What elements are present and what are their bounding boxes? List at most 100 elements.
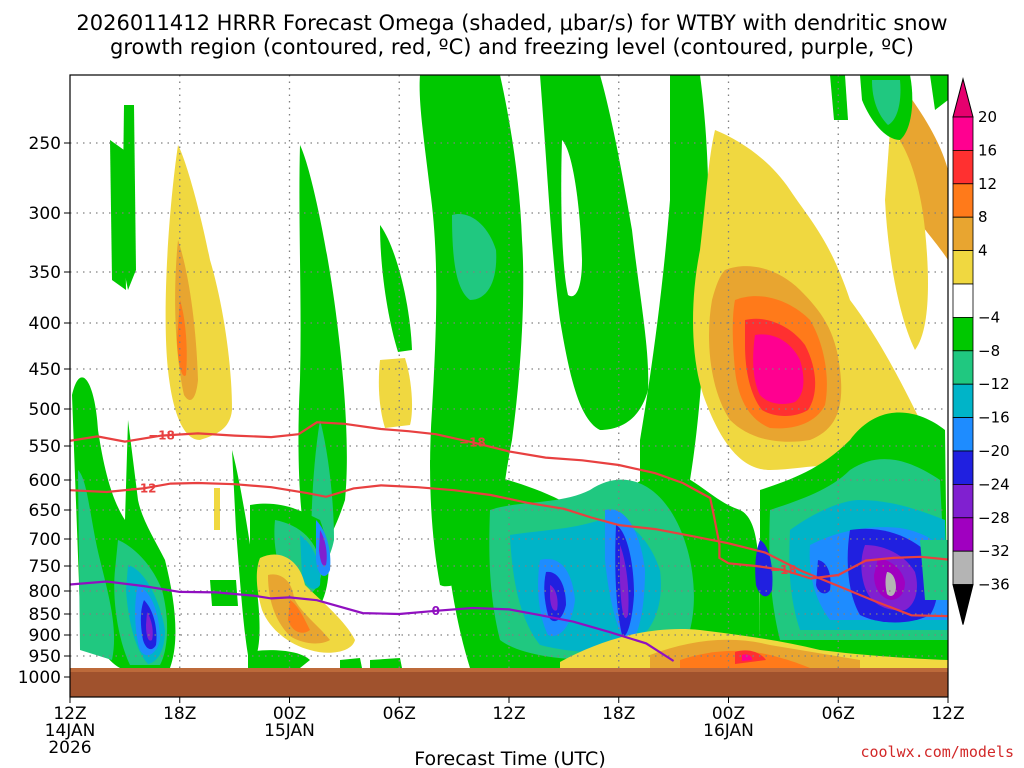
warm-blob-03z-yellow (378, 358, 413, 428)
y-tick-label: 850 (29, 605, 61, 625)
colorbar-label: −4 (978, 308, 1000, 326)
colorbar-swatch (952, 483, 974, 519)
teal-right-top (872, 80, 901, 125)
dgz-contour-minus12-label: −12 (130, 481, 157, 495)
colorbar-label: 4 (978, 242, 988, 260)
colorbar-swatch (952, 250, 974, 285)
x-tick-label: 12Z (931, 704, 964, 724)
y-tick-label: 650 (29, 501, 61, 521)
colorbar-swatch (952, 183, 974, 218)
green-tower-09z (419, 75, 524, 587)
x-tick-year: 2026 (48, 738, 91, 758)
freezing-level-contour (70, 580, 675, 662)
chart-title-line2: growth region (contoured, red, ºC) and f… (110, 35, 914, 59)
y-tick-label: 950 (29, 647, 61, 667)
dgz-contour-minus18 (70, 421, 948, 580)
omega-shading (72, 75, 948, 670)
colorbar: 20 16 12 8 4 −4 −8 −12 −16 −20 −24 −28 −32 −36 (952, 77, 1010, 625)
x-tick-date: 15JAN (264, 721, 315, 741)
y-tick-label: 350 (29, 263, 61, 283)
purple-core-left (146, 612, 153, 641)
colorbar-label: 20 (978, 108, 997, 126)
dgz-contour-minus18-label: −18 (770, 563, 797, 577)
warm-blob-00z-red (288, 600, 310, 633)
y-tick-label: 450 (29, 360, 61, 380)
colorbar-label: −32 (978, 542, 1010, 560)
contour-lines: −18 −18 −18 −12 0 (70, 421, 948, 662)
teal-band-left (78, 470, 115, 660)
green-spine-00z (232, 450, 260, 665)
colorbar-swatch (952, 283, 974, 318)
green-spike-250 (122, 105, 136, 290)
y-tick-label: 750 (29, 557, 61, 577)
dgz-contour-minus12 (70, 481, 948, 618)
x-tick-date: 14JAN (45, 721, 96, 741)
green-small-2 (248, 650, 310, 668)
colorbar-swatch (952, 417, 974, 452)
purple-core-03z (319, 530, 327, 566)
warm-blob-00z-orange (268, 574, 330, 644)
white-gap-14z (561, 140, 582, 297)
colorbar-label: 16 (978, 141, 997, 159)
colorbar-swatch (952, 149, 974, 185)
warm-column-18z-red (177, 300, 187, 376)
green-spike-250b (110, 140, 126, 290)
warm-center-00z-16jan (753, 334, 804, 404)
colorbar-swatch (952, 216, 974, 251)
colorbar-under-triangle (952, 584, 974, 625)
y-tick-label: 1000 (18, 668, 61, 688)
freezing-level-contour-label: 0 (432, 604, 440, 618)
green-small-3 (340, 658, 362, 668)
colorbar-label: 8 (978, 208, 988, 226)
colorbar-label: −20 (978, 442, 1010, 460)
green-far-right (830, 75, 848, 120)
y-tick-label: 250 (29, 134, 61, 154)
colorbar-swatch (952, 350, 974, 385)
dgz-contour-minus18-label: −18 (459, 435, 486, 449)
colorbar-label: 12 (978, 175, 997, 193)
colorbar-label: −36 (978, 576, 1010, 594)
colorbar-over-triangle (952, 77, 974, 118)
colorbar-swatch (952, 116, 974, 151)
terrain-ground (70, 671, 948, 697)
chart-title-line1: 2026011412 HRRR Forecast Omega (shaded, … (76, 11, 947, 35)
warm-spot-01z (214, 488, 220, 530)
colorbar-swatch (952, 517, 974, 552)
colorbar-label: −28 (978, 509, 1010, 527)
y-tick-label: 600 (29, 471, 61, 491)
x-axis-title: Forecast Time (UTC) (414, 748, 605, 768)
x-tick-date: 16JAN (703, 721, 754, 741)
colorbar-swatch (952, 450, 974, 485)
green-tower-20z (640, 75, 709, 545)
warm-right-top (899, 90, 948, 260)
y-tick-label: 550 (29, 437, 61, 457)
x-tick-label: 12Z (492, 704, 525, 724)
x-tick-label: 12Z (53, 704, 86, 724)
x-tick-label: 00Z (712, 704, 745, 724)
y-tick-label: 900 (29, 626, 61, 646)
y-tick-label: 700 (29, 530, 61, 550)
y-tick-label: 800 (29, 582, 61, 602)
x-tick-label: 06Z (822, 704, 855, 724)
warm-right-top-yellow (885, 130, 928, 350)
terrain-edge (70, 668, 948, 672)
x-tick-label: 18Z (602, 704, 635, 724)
warm-low-streak-pink (742, 654, 752, 661)
x-tick-label: 06Z (383, 704, 416, 724)
colorbar-swatch (952, 550, 974, 586)
cold-core-09z-16jan (885, 572, 896, 596)
x-tick-label: 00Z (273, 704, 306, 724)
green-tower-06z (380, 225, 412, 352)
y-tick-label: 500 (29, 400, 61, 420)
cyan-blob-00z (300, 535, 321, 589)
axes: 2503003504004505005506006507007508008509… (18, 134, 965, 758)
green-spine-02z (298, 145, 347, 560)
colorbar-label: −16 (978, 409, 1010, 427)
credit-text: coolwx.com/models (860, 743, 1014, 761)
y-tick-label: 300 (29, 204, 61, 224)
x-tick-label: 18Z (163, 704, 196, 724)
colorbar-swatch (952, 383, 974, 419)
colorbar-label: −24 (978, 475, 1010, 493)
y-tick-label: 400 (29, 314, 61, 334)
